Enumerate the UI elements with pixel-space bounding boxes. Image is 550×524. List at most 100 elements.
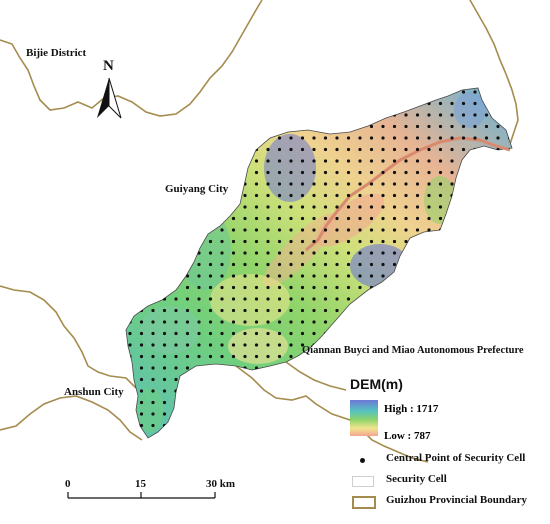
legend-high-value: High : 1717: [384, 403, 439, 415]
cell-center-point: [323, 136, 328, 140]
cell-center-point: [415, 423, 420, 428]
cell-center-point: [231, 170, 236, 175]
cell-center-point: [128, 239, 132, 244]
cell-center-point: [128, 136, 132, 140]
cell-center-point: [450, 159, 454, 163]
cell-center-point: [174, 354, 178, 359]
cell-center-point: [461, 297, 466, 301]
cell-center-point: [197, 320, 201, 324]
cell-center-point: [312, 320, 316, 324]
cell-center-point: [507, 101, 512, 106]
cell-center-point: [323, 400, 328, 405]
cell-center-point: [369, 193, 374, 198]
cell-center-point: [289, 285, 293, 290]
cell-center-point: [289, 124, 293, 129]
cell-center-point: [507, 113, 512, 117]
cell-center-point: [438, 308, 443, 313]
cell-center-point: [496, 113, 500, 117]
cell-center-point: [323, 239, 328, 244]
cell-center-point: [507, 170, 512, 175]
cell-center-point: [151, 170, 155, 175]
cell-center-point: [392, 136, 397, 140]
cell-center-point: [381, 159, 385, 163]
cell-center-point: [151, 159, 155, 163]
cell-center-point: [197, 400, 201, 405]
cell-center-point: [404, 297, 408, 301]
cell-center-point: [220, 297, 224, 301]
cell-center-point: [277, 101, 282, 106]
cell-center-point: [139, 228, 144, 232]
cell-center-point: [208, 343, 213, 347]
cell-center-point: [323, 389, 328, 393]
cell-center-point: [369, 274, 374, 278]
cell-center-point: [427, 136, 431, 140]
cell-center-point: [174, 343, 178, 347]
cell-center-point: [162, 216, 167, 221]
cell-center-point: [174, 274, 178, 278]
cell-center-point: [277, 228, 282, 232]
cell-center-point: [277, 343, 282, 347]
cell-center-point: [151, 274, 155, 278]
cell-center-point: [404, 136, 408, 140]
cell-center-point: [312, 205, 316, 209]
cell-center-point: [346, 216, 351, 221]
cell-center-point: [139, 251, 144, 255]
cell-center-point: [323, 228, 328, 232]
cell-center-point: [323, 251, 328, 255]
cell-center-point: [438, 377, 443, 382]
cell-center-point: [139, 124, 144, 129]
cell-center-point: [358, 170, 362, 175]
cell-center-point: [208, 239, 213, 244]
cell-center-point: [335, 435, 339, 438]
cell-center-point: [346, 308, 351, 313]
cell-center-point: [139, 412, 144, 416]
cell-center-point: [139, 285, 144, 290]
cell-center-point: [346, 331, 351, 336]
cell-center-point: [277, 193, 282, 198]
cell-center-point: [289, 354, 293, 359]
cell-center-point: [461, 285, 466, 290]
cell-center-point: [312, 239, 316, 244]
cell-center-point: [128, 251, 132, 255]
cell-center-point: [507, 159, 512, 163]
cell-center-point: [174, 170, 178, 175]
cell-center-point: [404, 193, 408, 198]
cell-center-point: [473, 205, 477, 209]
cell-center-point: [450, 400, 454, 405]
cell-center-point: [266, 90, 270, 94]
cell-center-point: [266, 136, 270, 140]
cell-center-point: [231, 320, 236, 324]
cell-center-point: [484, 90, 489, 94]
cell-center-point: [220, 216, 224, 221]
cell-center-point: [139, 147, 144, 152]
cell-center-point: [484, 147, 489, 152]
cell-center-point: [381, 193, 385, 198]
cell-center-point: [404, 285, 408, 290]
cell-center-point: [496, 159, 500, 163]
cell-center-point: [404, 331, 408, 336]
cell-center-point: [507, 389, 512, 393]
cell-center-point: [473, 228, 477, 232]
cell-center-point: [208, 113, 213, 117]
scale-tick-0: 0: [65, 478, 71, 490]
cell-center-point: [427, 389, 431, 393]
cell-center-point: [496, 262, 500, 267]
cell-center-point: [277, 251, 282, 255]
cell-center-point: [243, 308, 247, 313]
cell-center-point: [277, 400, 282, 405]
cell-center-point: [139, 101, 144, 106]
cell-center-point: [231, 274, 236, 278]
cell-center-point: [139, 90, 144, 94]
cell-center-point: [461, 377, 466, 382]
cell-center-point: [300, 136, 305, 140]
cell-center-point: [427, 308, 431, 313]
cell-center-point: [243, 147, 247, 152]
cell-center-point: [461, 182, 466, 186]
cell-center-point: [346, 205, 351, 209]
cell-center-point: [323, 412, 328, 416]
cell-center-point: [415, 251, 420, 255]
cell-center-point: [507, 377, 512, 382]
cell-center-point: [231, 423, 236, 428]
cell-center-point: [427, 170, 431, 175]
cell-center-point: [151, 423, 155, 428]
